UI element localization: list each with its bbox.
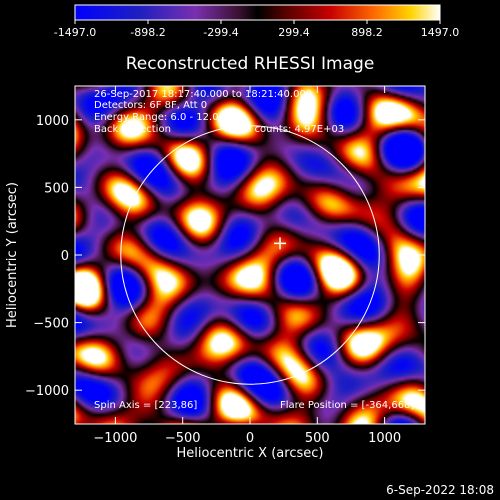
annotation-flare-position: Flare Position = [-364,668] (280, 400, 414, 411)
colorbar-tick-label: -898.2 (130, 26, 165, 39)
y-tick-label: −500 (33, 317, 69, 332)
y-axis-label: Heliocentric Y (arcsec) (5, 182, 20, 328)
x-tick-label: −1000 (93, 431, 137, 446)
colorbar-tick-label: -299.4 (203, 26, 238, 39)
y-tick-label: 0 (61, 249, 69, 264)
y-axis-ticks (75, 119, 425, 391)
colorbar-tick-labels: -1497.0 -898.2 -299.4 299.4 898.2 1497.0 (54, 26, 459, 39)
colorbar (74, 4, 441, 21)
colorbar-tick-label: 898.2 (351, 26, 383, 39)
chart-title: Reconstructed RHESSI Image (126, 54, 375, 74)
x-tick-label: 1000 (368, 431, 401, 446)
x-axis-label: Heliocentric X (arcsec) (177, 446, 324, 461)
x-tick-label: 0 (246, 431, 254, 446)
annotation-detectors: Detectors: 6F 8F, Att 0 (94, 100, 207, 111)
annotation-time-range: 26-Sep-2017 18:17:40.000 to 18:21:40.000 (94, 89, 312, 100)
annotation-method: Back Projection (94, 124, 171, 135)
annotation-spin-axis: Spin Axis = [223,86] (94, 400, 197, 411)
x-tick-label: −500 (165, 431, 201, 446)
x-tick-label: 500 (305, 431, 330, 446)
footer-timestamp: 6-Sep-2022 18:08 (386, 483, 494, 497)
annotation-energy: Energy Range: 6.0 - 12.0 keV (94, 112, 240, 123)
x-axis-tick-labels: −1000 −500 0 500 1000 (93, 431, 401, 446)
colorbar-tick-label: 1497.0 (421, 26, 460, 39)
y-tick-label: 500 (44, 181, 69, 196)
y-axis-tick-labels: −1000 −500 0 500 1000 (25, 114, 69, 399)
y-tick-label: 1000 (36, 114, 69, 129)
solar-limb-circle (120, 125, 380, 385)
annotation-counts: Total counts: 4.97E+03 (227, 124, 344, 135)
cross-marker (274, 237, 287, 250)
colorbar-tick-label: 299.4 (278, 26, 310, 39)
colorbar-ticks (74, 20, 441, 24)
colorbar-tick-label: -1497.0 (54, 26, 96, 39)
x-axis-ticks (114, 86, 386, 424)
heatmap-image (75, 86, 425, 424)
y-tick-label: −1000 (25, 384, 69, 399)
